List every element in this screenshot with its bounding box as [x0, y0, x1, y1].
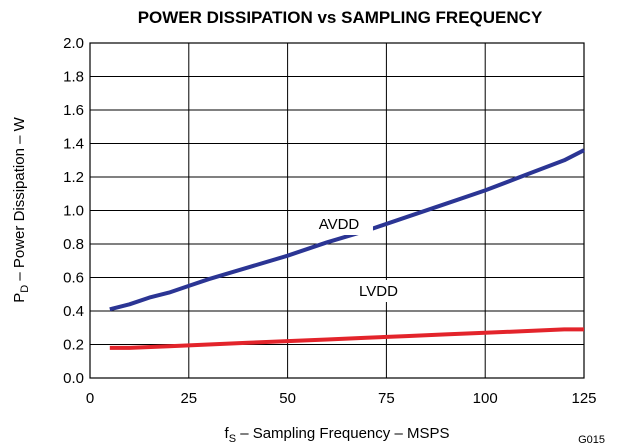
plot-frame: [89, 42, 585, 379]
series-line-lvdd: [109, 327, 584, 350]
x-tick-label: 75: [378, 390, 395, 407]
x-tick-label: 0: [86, 390, 94, 407]
y-tick-label: 1.4: [63, 136, 84, 153]
x-tick-labels: 0 25 50 75 100 125: [86, 390, 597, 407]
series-line-avdd: [109, 148, 585, 312]
y-tick-label: 1.2: [63, 169, 84, 186]
y-tick-label: 2.0: [63, 35, 84, 52]
y-tick-label: 0.6: [63, 270, 84, 287]
y-tick-label: 0.2: [63, 337, 84, 354]
y-tick-label: 0.4: [63, 303, 84, 320]
chart-title: POWER DISSIPATION vs SAMPLING FREQUENCY: [138, 8, 543, 27]
y-tick-label: 1.6: [63, 102, 84, 119]
figure-id: G015: [578, 434, 605, 446]
x-tick-label: 50: [279, 390, 296, 407]
y-tick-label: 0.0: [63, 370, 84, 387]
series-label-bg: [304, 213, 373, 235]
x-tick-label: 25: [180, 390, 197, 407]
series-lines: AVDD LVDD: [109, 148, 585, 350]
series-label-avdd: AVDD: [319, 216, 360, 233]
x-axis-label: fS – Sampling Frequency – MSPS: [225, 425, 450, 445]
series-label-bg: [344, 280, 413, 302]
series-label-lvdd: LVDD: [359, 283, 398, 300]
y-axis-label: PD – Power Dissipation – W: [11, 116, 31, 302]
y-tick-label: 0.8: [63, 236, 84, 253]
y-tick-label: 1.0: [63, 203, 84, 220]
y-tick-label: 1.8: [63, 69, 84, 86]
x-tick-label: 125: [571, 390, 596, 407]
y-tick-labels: 0.0 0.2 0.4 0.6 0.8 1.0 1.2 1.4 1.6 1.8 2.0: [63, 35, 84, 387]
grid-lines: [89, 42, 585, 379]
x-tick-label: 100: [473, 390, 498, 407]
